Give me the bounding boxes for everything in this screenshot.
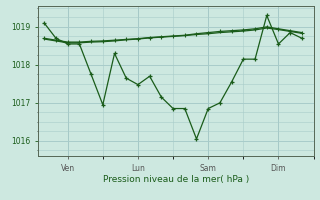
X-axis label: Pression niveau de la mer( hPa ): Pression niveau de la mer( hPa ) — [103, 175, 249, 184]
